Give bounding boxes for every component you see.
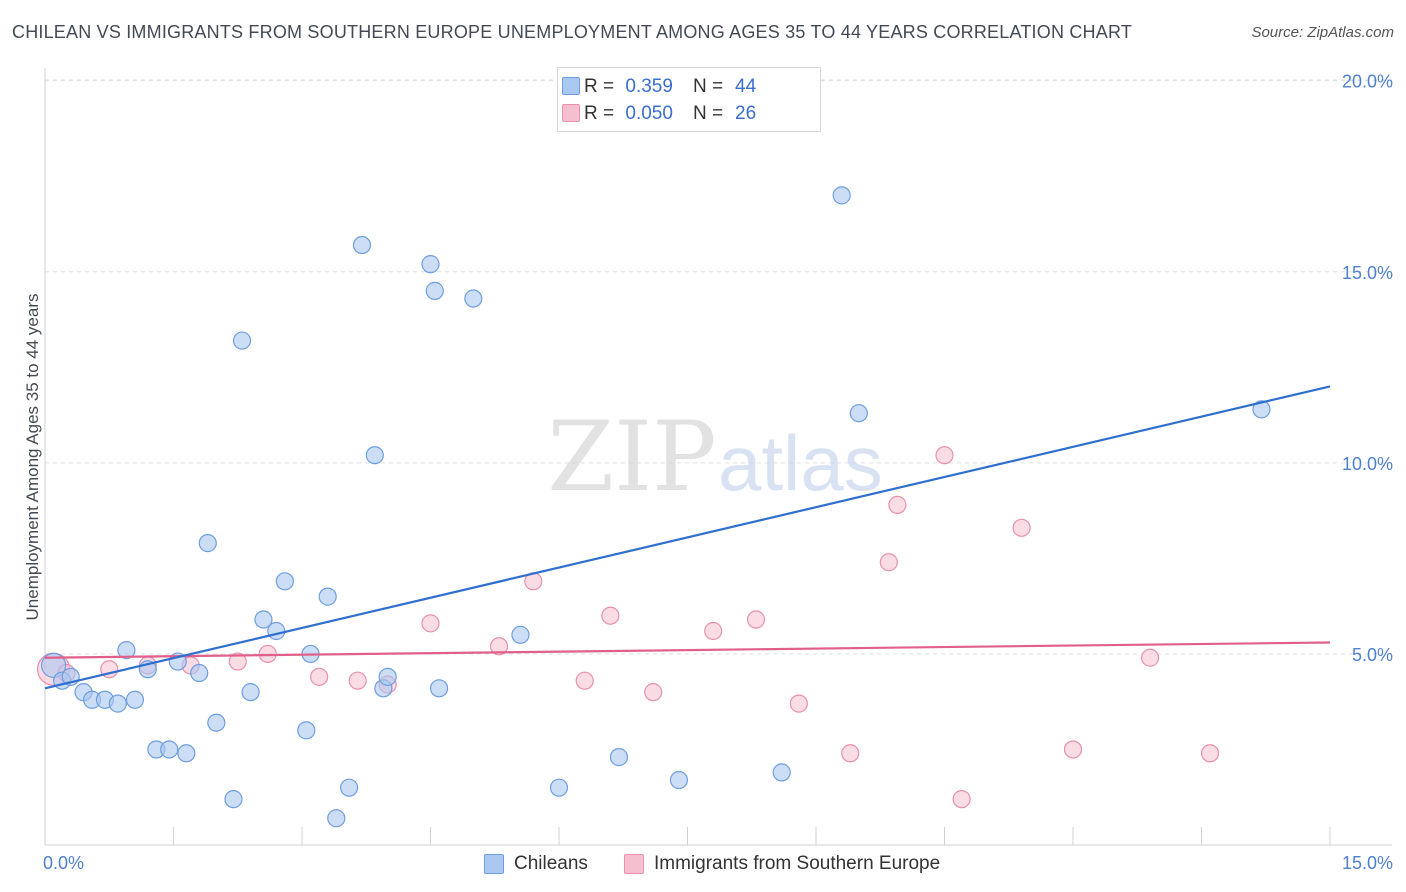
legend-r-value: 0.050 [625, 103, 673, 124]
immigrants-point [258, 644, 277, 664]
source-credit: Source: ZipAtlas.com [1251, 24, 1394, 41]
chileans-point [40, 652, 67, 678]
chileans-point [297, 721, 316, 740]
immigrants-point [935, 446, 954, 465]
chileans-point [549, 778, 569, 797]
x-tick-label: 0.0% [43, 853, 84, 873]
chileans-point [421, 255, 440, 274]
chileans-point [232, 331, 252, 350]
chileans-point [275, 572, 294, 591]
chileans-point [198, 534, 217, 553]
trend-lines [44, 385, 1331, 690]
chileans-point [318, 587, 337, 606]
chileans-point [365, 446, 384, 465]
y-tick-label: 15.0% [1342, 263, 1393, 283]
legend-r-label: R = [584, 76, 615, 97]
chileans-point [190, 663, 209, 683]
chileans-point [429, 679, 449, 698]
watermark: ZIP atlas [547, 401, 882, 513]
legend-swatch-immigrants [624, 854, 644, 874]
chileans-point [511, 625, 530, 644]
watermark-zip: ZIP [547, 401, 716, 513]
chileans-point [772, 763, 791, 782]
legend-label-chileans: Chileans [514, 853, 588, 874]
immigrants-point [1140, 648, 1160, 667]
immigrants-point [1012, 518, 1031, 537]
immigrants-point [310, 667, 329, 686]
chileans-point [849, 404, 868, 423]
chileans-point [207, 713, 226, 732]
correlation-legend: R = 0.359 N = 44 R = 0.050 N = 26 [557, 67, 821, 132]
immigrants-point [348, 671, 367, 690]
chileans-point [125, 690, 145, 709]
chileans-point [108, 694, 127, 713]
chileans-point [378, 667, 397, 686]
immigrants-point [789, 694, 808, 713]
legend-n-value: 44 [735, 76, 757, 97]
legend-r-label: R = [584, 103, 615, 124]
legend-row-immigrants: R = 0.050 N = 26 [562, 102, 757, 126]
chileans-point [609, 748, 629, 767]
x-tick-labels: 0.0% 15.0% [43, 853, 1393, 873]
chileans-point [177, 744, 196, 763]
chileans-point [224, 790, 243, 809]
legend-swatch-chileans [562, 77, 580, 95]
chileans-point [254, 610, 273, 629]
immigrants-point [601, 606, 620, 625]
chileans-point [241, 683, 260, 702]
bottom-legend-chileans: Chileans [484, 852, 588, 876]
immigrants-point [746, 610, 766, 629]
legend-n-value: 26 [735, 103, 757, 124]
legend-row-chileans: R = 0.359 N = 44 [562, 75, 757, 99]
chileans-point [832, 186, 851, 205]
chileans-point [340, 778, 359, 797]
chileans-point [464, 289, 483, 308]
axes [44, 68, 1392, 846]
y-tick-label: 5.0% [1352, 645, 1393, 665]
chileans-point [669, 770, 689, 790]
bottom-legend-immigrants: Immigrants from Southern Europe [624, 852, 940, 876]
immigrants-point [421, 614, 440, 633]
immigrants-point [575, 671, 594, 690]
immigrants-point [644, 683, 663, 702]
watermark-atlas: atlas [718, 419, 883, 507]
chileans-point [160, 740, 179, 759]
immigrants-point [841, 744, 860, 763]
chileans-point [425, 281, 444, 300]
y-axis-label: Unemployment Among Ages 35 to 44 years [23, 294, 42, 621]
y-tick-labels: 5.0% 10.0% 15.0% 20.0% [1342, 72, 1393, 665]
immigrants-point [489, 637, 509, 656]
immigrants-point [704, 621, 723, 641]
grid-lines [45, 79, 1392, 655]
y-tick-label: 10.0% [1342, 454, 1393, 474]
legend-swatch-chileans [484, 854, 504, 874]
chileans-point [117, 641, 136, 660]
legend-n-label: N = [692, 76, 724, 97]
immigrants-point [888, 495, 907, 514]
legend-n-label: N = [692, 103, 724, 124]
legend-label-immigrants: Immigrants from Southern Europe [654, 853, 941, 874]
legend-swatch-immigrants [562, 104, 580, 122]
chileans-point [267, 621, 286, 641]
legend-r-value: 0.359 [625, 76, 673, 97]
immigrants-point [952, 790, 971, 809]
immigrants-point [228, 652, 247, 671]
immigrants-point [879, 553, 898, 572]
chileans-trend-line [44, 385, 1331, 690]
immigrants-point [1200, 744, 1220, 763]
y-tick-label: 20.0% [1342, 72, 1393, 92]
chileans-point [352, 235, 372, 255]
chart-title: CHILEAN VS IMMIGRANTS FROM SOUTHERN EURO… [12, 22, 1133, 42]
immigrants-point [1063, 740, 1083, 759]
chileans-point [1252, 400, 1271, 419]
immigrants-trend-line [44, 641, 1331, 659]
x-tick-label: 15.0% [1342, 853, 1393, 873]
chileans-point [327, 809, 346, 828]
